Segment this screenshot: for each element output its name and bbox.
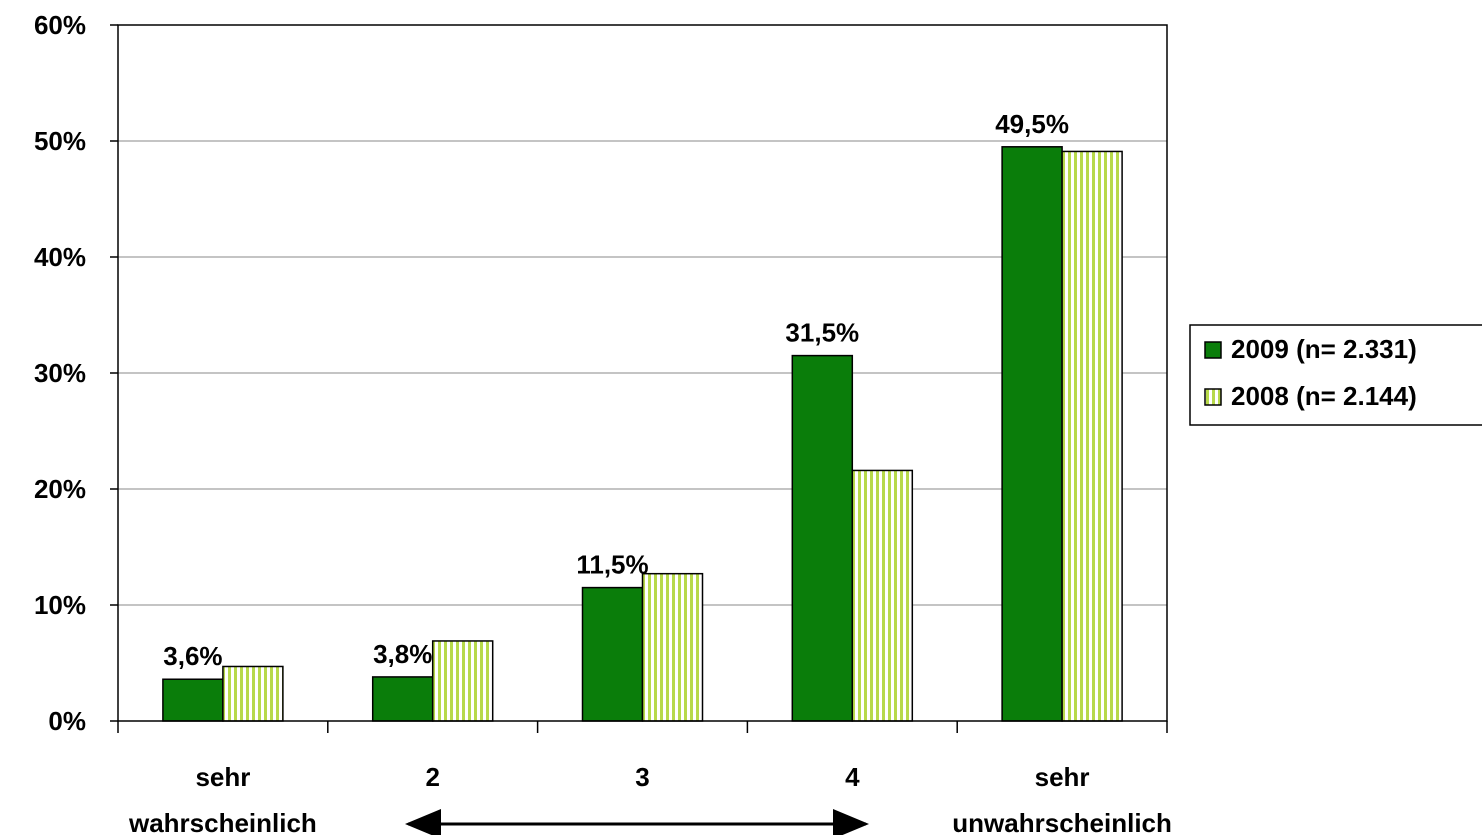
data-label: 49,5% [995,109,1069,139]
data-label: 3,8% [373,639,432,669]
bar-2008 [1061,150,1123,722]
legend-entry: 2008 (n= 2.144) [1231,381,1417,411]
labels: 0% 10% 20% 30% 40% 50% 60% 3,6% sehr wahrscheinli… [34,10,1172,835]
y-tick-label: 0% [48,706,86,736]
x-category-label: wahrscheinlich [128,808,317,835]
x-category-label: sehr [1035,762,1090,792]
bar-2009 [581,586,644,722]
bar-2009 [371,676,434,722]
bar-2008 [222,665,284,722]
bar-2009 [162,678,224,722]
x-category-label: 3 [635,762,649,792]
data-label: 31,5% [785,318,859,348]
y-tick-label: 50% [34,126,86,156]
y-tick-label: 20% [34,474,86,504]
bar-2009 [1001,146,1063,722]
bar-2008 [851,469,914,722]
data-label: 11,5% [576,550,648,580]
axes [110,24,1168,835]
bars [162,146,1123,722]
legend-box [1189,324,1482,426]
legend-swatch [1204,388,1222,406]
y-tick-label: 30% [34,358,86,388]
legend-entry: 2009 (n= 2.331) [1231,334,1417,364]
data-label: 3,6% [163,641,222,671]
y-tick-label: 40% [34,242,86,272]
y-tick-label: 60% [34,10,86,40]
y-tick-label: 10% [34,590,86,620]
x-category-label: sehr [195,762,250,792]
gridlines [118,140,1167,606]
legend-swatch [1204,341,1222,359]
bar-2008 [641,572,704,722]
x-category-label: 2 [425,762,439,792]
bar-2008 [431,640,494,722]
x-category-label: 4 [845,762,860,792]
legend: 2009 (n= 2.331) 2008 (n= 2.144) [1189,324,1482,426]
x-category-label: unwahrscheinlich [952,808,1172,835]
bar-2009 [791,354,854,722]
